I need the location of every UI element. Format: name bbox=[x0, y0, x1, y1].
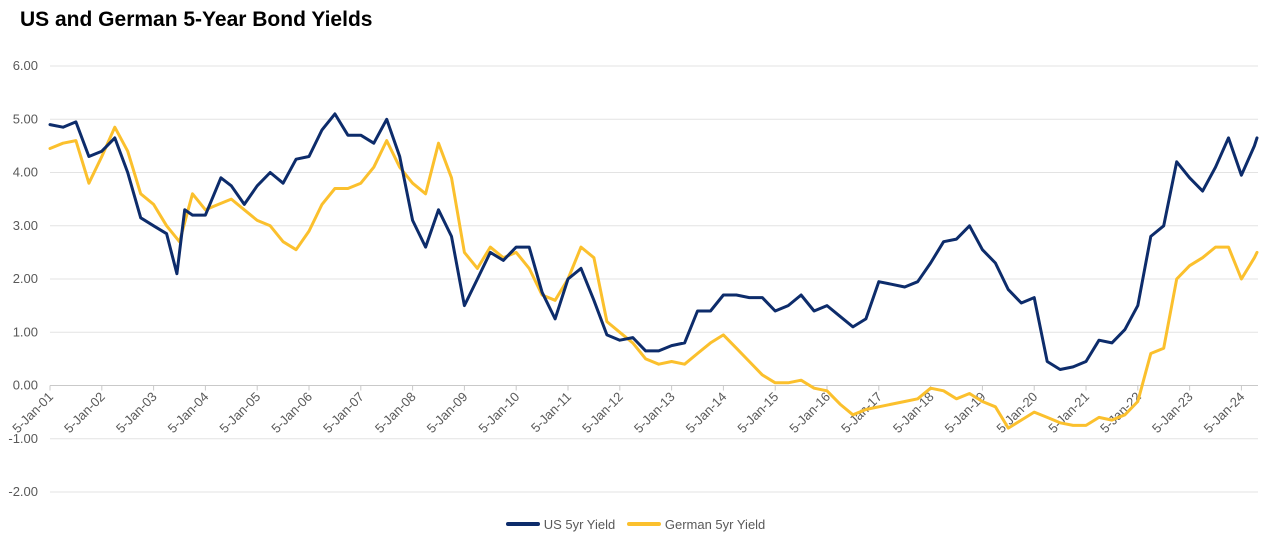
x-axis-ticks: 5-Jan-01 5-Jan-02 5-Jan-03 5-Jan-04 5-Jan-05… bbox=[9, 385, 1248, 436]
y-tick-label: 0.00 bbox=[13, 378, 38, 393]
x-tick-label: 5-Jan-23 bbox=[1149, 389, 1196, 436]
series-lines bbox=[48, 112, 1259, 430]
chart-title: US and German 5-Year Bond Yields bbox=[20, 8, 373, 31]
legend: US 5yr Yield German 5yr Yield bbox=[0, 514, 1271, 532]
legend-label-german: German 5yr Yield bbox=[664, 516, 766, 532]
x-tick-label: 5-Jan-24 bbox=[1201, 389, 1248, 436]
x-tick-label: 5-Jan-02 bbox=[61, 389, 108, 436]
x-tick-label: 5-Jan-03 bbox=[113, 389, 160, 436]
x-tick-label: 5-Jan-22 bbox=[1097, 389, 1144, 436]
legend-swatch-us bbox=[505, 522, 540, 526]
x-tick-label: 5-Jan-04 bbox=[165, 389, 212, 436]
x-tick-label: 5-Jan-11 bbox=[528, 389, 574, 435]
y-tick-label: -2.00 bbox=[8, 484, 38, 499]
legend-label-us: US 5yr Yield bbox=[543, 516, 616, 532]
y-tick-label: 5.00 bbox=[13, 111, 38, 126]
y-tick-label: 6.00 bbox=[13, 58, 38, 73]
x-tick-label: 5-Jan-05 bbox=[216, 389, 263, 436]
x-tick-label: 5-Jan-12 bbox=[579, 389, 626, 436]
x-tick-label: 5-Jan-07 bbox=[320, 389, 367, 436]
us-5yr-yield-line bbox=[48, 112, 1259, 371]
x-tick-label: 5-Jan-21 bbox=[1045, 389, 1092, 436]
x-tick-label: 5-Jan-13 bbox=[631, 389, 678, 436]
x-tick-label: 5-Jan-01 bbox=[9, 389, 56, 436]
y-axis-ticks: 6.00 5.00 4.00 3.00 2.00 1.00 0.00 -1.00 -2.00 bbox=[8, 58, 38, 499]
grid-lines bbox=[50, 65, 1258, 493]
x-tick-label: 5-Jan-09 bbox=[424, 389, 471, 436]
x-tick-label: 5-Jan-10 bbox=[475, 389, 522, 436]
y-tick-label: 3.00 bbox=[13, 218, 38, 233]
legend-item-us: US 5yr Yield bbox=[505, 516, 616, 532]
legend-item-german: German 5yr Yield bbox=[626, 516, 766, 532]
x-tick-label: 5-Jan-18 bbox=[890, 389, 937, 436]
x-tick-label: 5-Jan-06 bbox=[268, 389, 315, 436]
x-tick-label: 5-Jan-16 bbox=[786, 389, 833, 436]
y-tick-label: 1.00 bbox=[13, 324, 38, 339]
legend-swatch-german bbox=[626, 522, 661, 526]
x-tick-label: 5-Jan-08 bbox=[372, 389, 419, 436]
y-tick-label: 2.00 bbox=[13, 271, 38, 286]
german-5yr-yield-line bbox=[48, 125, 1259, 430]
x-tick-label: 5-Jan-15 bbox=[734, 389, 781, 436]
y-tick-label: -1.00 bbox=[8, 431, 38, 446]
x-tick-label: 5-Jan-14 bbox=[683, 389, 730, 436]
y-tick-label: 4.00 bbox=[13, 165, 38, 180]
